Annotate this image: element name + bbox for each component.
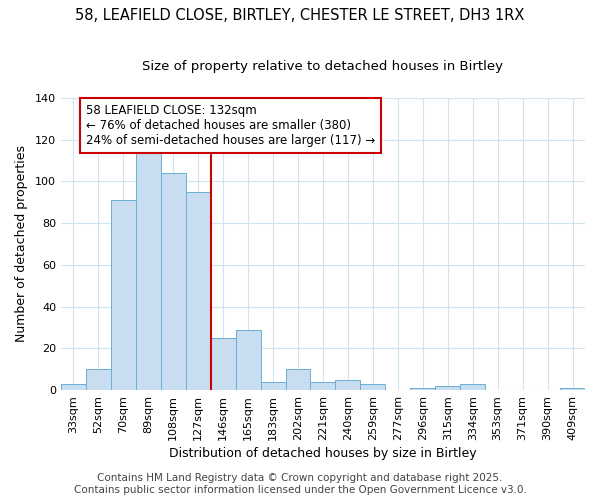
Bar xyxy=(111,200,136,390)
Bar xyxy=(361,384,385,390)
Bar xyxy=(286,369,310,390)
Title: Size of property relative to detached houses in Birtley: Size of property relative to detached ho… xyxy=(142,60,503,73)
Text: Contains HM Land Registry data © Crown copyright and database right 2025.
Contai: Contains HM Land Registry data © Crown c… xyxy=(74,474,526,495)
Bar xyxy=(161,173,186,390)
Bar xyxy=(86,369,111,390)
Text: 58 LEAFIELD CLOSE: 132sqm
← 76% of detached houses are smaller (380)
24% of semi: 58 LEAFIELD CLOSE: 132sqm ← 76% of detac… xyxy=(86,104,375,147)
Bar xyxy=(335,380,361,390)
Bar xyxy=(236,330,260,390)
Bar xyxy=(186,192,211,390)
Text: 58, LEAFIELD CLOSE, BIRTLEY, CHESTER LE STREET, DH3 1RX: 58, LEAFIELD CLOSE, BIRTLEY, CHESTER LE … xyxy=(76,8,524,22)
Bar xyxy=(61,384,86,390)
Bar xyxy=(435,386,460,390)
Bar xyxy=(410,388,435,390)
Bar xyxy=(460,384,485,390)
Y-axis label: Number of detached properties: Number of detached properties xyxy=(15,146,28,342)
Bar xyxy=(211,338,236,390)
Bar xyxy=(560,388,585,390)
Bar xyxy=(136,150,161,390)
Bar xyxy=(310,382,335,390)
Bar xyxy=(260,382,286,390)
X-axis label: Distribution of detached houses by size in Birtley: Distribution of detached houses by size … xyxy=(169,447,477,460)
